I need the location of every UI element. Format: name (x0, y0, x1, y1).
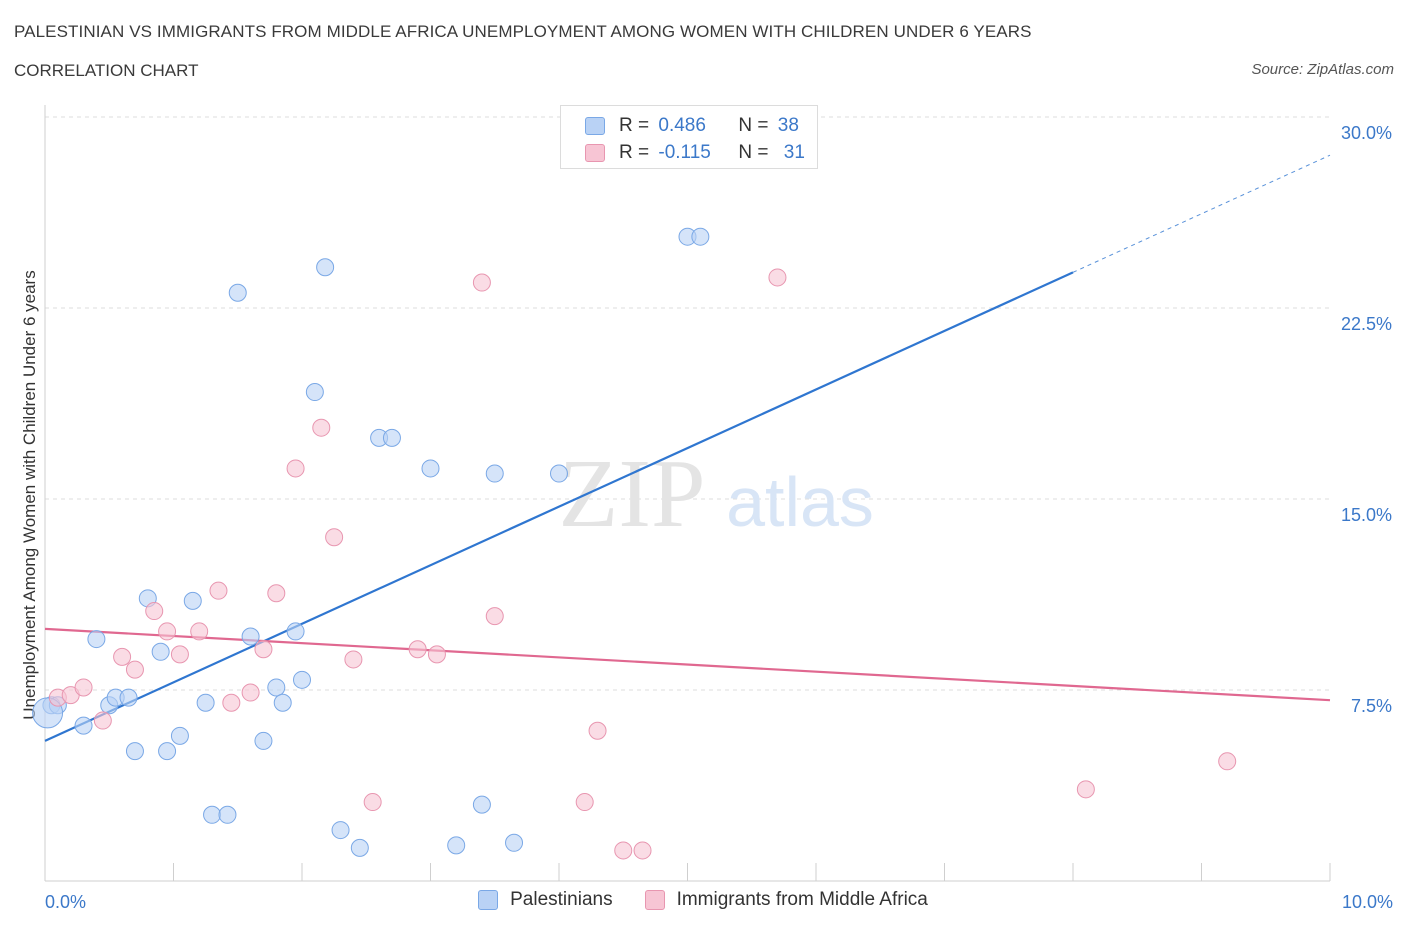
y-tick-label-3: 30.0% (1341, 123, 1392, 143)
point-palestinians-19 (267, 678, 286, 697)
n-value: 38 (777, 115, 799, 136)
point-middle-africa-29 (1076, 780, 1095, 799)
point-palestinians-10 (158, 742, 177, 761)
data-points (32, 227, 1237, 860)
point-palestinians-33 (505, 833, 524, 852)
point-palestinians-17 (241, 627, 260, 646)
r-label: R = (619, 115, 655, 136)
point-palestinians-32 (485, 464, 504, 483)
point-palestinians-25 (331, 821, 350, 840)
r-value: 0.486 (658, 115, 706, 136)
point-middle-africa-26 (614, 841, 633, 860)
point-middle-africa-23 (485, 607, 504, 626)
legend-swatch-palestinians (478, 890, 499, 910)
point-palestinians-14 (203, 805, 222, 824)
point-palestinians-22 (293, 670, 311, 689)
trend-line-0 (44, 271, 1074, 742)
point-middle-africa-5 (125, 660, 144, 679)
point-palestinians-6 (119, 688, 138, 707)
point-middle-africa-21 (427, 645, 446, 664)
point-palestinians-26 (350, 838, 369, 857)
point-middle-africa-4 (113, 647, 132, 666)
n-label: N = (738, 115, 774, 136)
y-tick-label-0: 7.5% (1351, 696, 1392, 716)
point-palestinians-31 (472, 795, 491, 814)
watermark-zip: ZIP (559, 440, 706, 548)
point-middle-africa-16 (312, 418, 331, 437)
point-middle-africa-20 (408, 640, 427, 659)
point-palestinians-3 (87, 630, 106, 649)
point-palestinians-36 (691, 227, 710, 246)
trend-line-extension-0 (1072, 154, 1331, 273)
point-palestinians-24 (316, 258, 335, 277)
point-middle-africa-14 (267, 584, 286, 603)
point-middle-africa-13 (254, 640, 273, 659)
y-tick-label-2: 22.5% (1341, 314, 1392, 334)
stats-legend: R = 0.486 N = 38 R = -0.115 N = 31 (560, 105, 818, 169)
legend-item-middle-africa[interactable]: Immigrants from Middle Africa (644, 889, 928, 911)
n-label: N = (738, 142, 774, 163)
swatch-palestinians (585, 117, 605, 135)
watermark-atlas: atlas (726, 463, 874, 541)
point-palestinians-18 (254, 731, 273, 750)
series-legend: Palestinians Immigrants from Middle Afri… (0, 889, 1406, 911)
x-tick-label-0: 0.0% (45, 892, 86, 912)
swatch-middle-africa (585, 144, 605, 162)
point-middle-africa-30 (1218, 752, 1237, 771)
point-palestinians-20 (273, 693, 292, 712)
point-middle-africa-8 (170, 645, 189, 664)
trend-line-1 (44, 627, 1331, 702)
point-palestinians-13 (196, 693, 215, 712)
point-middle-africa-25 (588, 721, 607, 740)
grid-lines (45, 116, 1330, 691)
point-middle-africa-22 (472, 273, 491, 292)
legend-label-middle-africa: Immigrants from Middle Africa (676, 889, 928, 910)
point-palestinians-21 (286, 622, 305, 641)
point-palestinians-34 (550, 464, 568, 483)
point-palestinians-7 (125, 742, 144, 761)
r-value: -0.115 (658, 142, 711, 163)
point-palestinians-2 (74, 716, 93, 735)
point-middle-africa-19 (363, 793, 382, 812)
point-palestinians-23 (305, 383, 324, 402)
point-palestinians-30 (447, 836, 466, 855)
point-middle-africa-28 (768, 268, 787, 287)
point-palestinians-29 (421, 459, 440, 478)
point-palestinians-9 (151, 642, 170, 661)
point-palestinians-15 (218, 805, 237, 824)
legend-item-palestinians[interactable]: Palestinians (478, 889, 613, 911)
legend-swatch-middle-africa (644, 890, 665, 910)
point-middle-africa-27 (633, 841, 652, 860)
point-palestinians-28 (382, 428, 401, 447)
point-palestinians-11 (170, 726, 189, 745)
tick-labels: 7.5% 15.0% 22.5% 30.0% 0.0% 10.0% (45, 123, 1393, 912)
point-palestinians-16 (228, 283, 247, 302)
chart-title: PALESTINIAN VS IMMIGRANTS FROM MIDDLE AF… (14, 22, 1032, 41)
point-middle-africa-6 (145, 602, 164, 621)
point-middle-africa-7 (158, 622, 177, 641)
axes (44, 105, 1331, 882)
chart-subtitle: CORRELATION CHART (14, 61, 199, 80)
point-middle-africa-3 (93, 711, 112, 730)
point-middle-africa-12 (241, 683, 260, 702)
point-middle-africa-11 (222, 693, 241, 712)
stats-row-middle-africa: R = -0.115 N = 31 (585, 141, 805, 165)
point-palestinians-12 (183, 591, 202, 610)
source-label: Source: ZipAtlas.com (1251, 61, 1394, 78)
n-value: 31 (783, 142, 805, 163)
point-middle-africa-24 (575, 793, 594, 812)
x-tick-label-1: 10.0% (1342, 892, 1393, 912)
point-middle-africa-10 (209, 581, 228, 600)
legend-label-palestinians: Palestinians (510, 889, 613, 910)
r-label: R = (619, 142, 655, 163)
trend-lines (44, 154, 1331, 742)
stats-row-palestinians: R = 0.486 N = 38 (585, 114, 799, 138)
point-middle-africa-15 (286, 459, 305, 478)
point-middle-africa-17 (325, 528, 344, 547)
y-tick-label-1: 15.0% (1341, 505, 1392, 525)
point-middle-africa-9 (190, 622, 209, 641)
point-middle-africa-18 (344, 650, 363, 669)
point-middle-africa-2 (74, 678, 93, 697)
